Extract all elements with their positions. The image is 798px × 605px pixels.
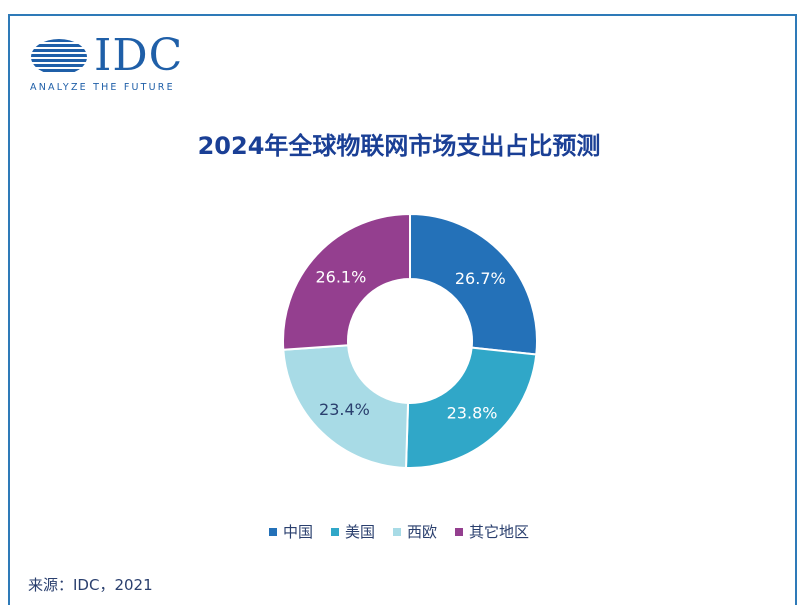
- logo-wordmark: IDC: [94, 30, 184, 81]
- source-note: 来源：IDC，2021: [28, 576, 153, 594]
- idc-logo: IDC ANALYZE THE FUTURE: [30, 30, 200, 96]
- legend-swatch: [393, 527, 401, 536]
- slice-label-4: 26.1%: [315, 268, 366, 287]
- slice-label-1: 26.7%: [455, 269, 506, 288]
- legend-label: 西欧: [407, 523, 438, 541]
- slice-label-3: 23.4%: [319, 400, 370, 419]
- legend-item-4: 其它地区: [455, 521, 529, 542]
- donut-slice-2: [404, 346, 538, 469]
- legend-item-3: 西欧: [393, 521, 437, 542]
- legend-item-2: 美国: [330, 521, 375, 542]
- legend-label: 其它地区: [469, 523, 530, 541]
- donut-slice-4: [282, 212, 411, 351]
- legend-label: 中国: [282, 523, 313, 541]
- chart-legend: 中国 美国 西欧 其它地区: [0, 521, 798, 542]
- legend-swatch: [330, 527, 339, 536]
- donut-slice-3: [282, 344, 410, 469]
- legend-swatch: [455, 527, 464, 536]
- chart-frame: [8, 14, 797, 605]
- logo-tagline: ANALYZE THE FUTURE: [30, 82, 175, 93]
- legend-swatch: [268, 527, 277, 536]
- legend-item-1: 中国: [268, 521, 313, 542]
- chart-title: 2024年全球物联网市场支出占比预测: [197, 132, 601, 160]
- legend-label: 美国: [344, 523, 375, 541]
- globe-icon: [31, 39, 87, 72]
- donut-slice-1: [409, 212, 538, 356]
- slice-label-2: 23.8%: [447, 403, 498, 422]
